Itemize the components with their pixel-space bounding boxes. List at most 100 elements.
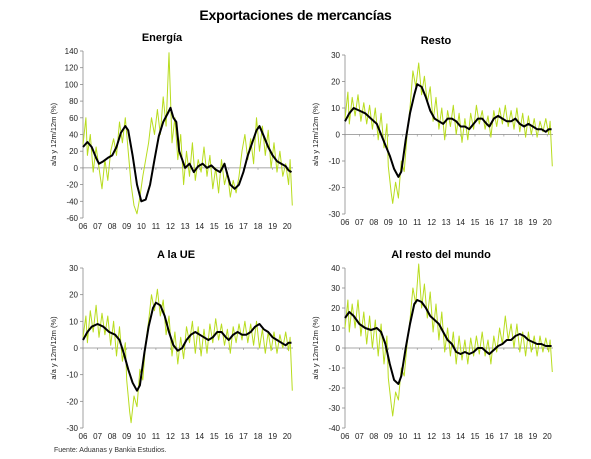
chart-panel-4: Al resto del mundo a/a y 12m/12m (%) 40 30 2…: [311, 249, 553, 441]
x-tick-label: 07: [355, 218, 364, 227]
x-tick-label: 07: [93, 222, 102, 231]
x-tick-label: 12: [427, 218, 436, 227]
y-tick-label: -30: [328, 404, 340, 413]
x-tick-label: 10: [137, 432, 146, 441]
series-line-monthly: [344, 62, 553, 204]
y-tick-label: 100: [65, 80, 79, 89]
x-tick-label: 18: [514, 432, 523, 441]
panel-title: Al resto del mundo: [391, 249, 491, 261]
y-tick-label: 20: [69, 291, 78, 300]
x-tick-label: 08: [108, 432, 117, 441]
y-tick-label: 10: [69, 317, 78, 326]
x-tick-label: 07: [93, 432, 102, 441]
y-tick-label: 0: [336, 344, 341, 353]
panel-title: Resto: [421, 35, 452, 47]
y-tick-label: -30: [328, 210, 340, 219]
x-tick-label: 20: [283, 222, 292, 231]
x-tick-label: 13: [181, 432, 190, 441]
x-tick-label: 15: [471, 218, 480, 227]
y-tick-label: 80: [69, 97, 78, 106]
series-line-trend: [82, 301, 292, 392]
x-tick-label: 08: [369, 432, 378, 441]
y-tick-label: 30: [69, 264, 78, 273]
series-line-trend: [344, 299, 552, 385]
x-tick-label: 09: [384, 218, 393, 227]
y-axis-label: a/a y 12m/12m (%): [311, 316, 320, 380]
y-tick-label: -10: [66, 371, 78, 380]
x-tick-label: 18: [254, 432, 263, 441]
y-tick-label: -20: [66, 397, 78, 406]
y-tick-label: 30: [331, 284, 340, 293]
x-tick-label: 12: [166, 222, 175, 231]
x-tick-label: 17: [239, 222, 248, 231]
x-tick-label: 07: [355, 432, 364, 441]
chart-panel-2: Resto a/a y 12m/12m (%) 30 20 10 0 -10 -20 -3006…: [311, 35, 553, 227]
y-tick-label: -10: [328, 364, 340, 373]
series-line-monthly: [82, 288, 293, 424]
x-tick-label: 16: [485, 218, 494, 227]
panel-title: A la UE: [157, 249, 195, 261]
x-tick-label: 20: [283, 432, 292, 441]
y-tick-label: 20: [331, 78, 340, 87]
y-tick-label: -60: [66, 214, 78, 223]
x-tick-label: 14: [456, 432, 465, 441]
x-tick-label: 17: [499, 218, 508, 227]
y-tick-label: 60: [69, 114, 78, 123]
x-tick-label: 06: [341, 432, 350, 441]
panel-title: Energía: [142, 32, 183, 44]
x-tick-label: 19: [268, 432, 277, 441]
x-tick-label: 10: [398, 218, 407, 227]
x-tick-label: 14: [456, 218, 465, 227]
x-tick-label: 06: [79, 432, 88, 441]
x-tick-label: 20: [543, 218, 552, 227]
y-tick-label: 10: [331, 104, 340, 113]
x-tick-label: 13: [181, 222, 190, 231]
main-title: Exportaciones de mercancías: [199, 7, 392, 23]
y-tick-label: -10: [328, 157, 340, 166]
x-tick-label: 18: [254, 222, 263, 231]
x-tick-label: 14: [195, 432, 204, 441]
y-tick-label: 20: [331, 304, 340, 313]
x-tick-label: 13: [442, 218, 451, 227]
chart-panel-3: A la UE a/a y 12m/12m (%) 30 20 10 0 -10 -20 -30…: [49, 249, 293, 441]
x-tick-label: 10: [137, 222, 146, 231]
y-tick-label: -40: [328, 424, 340, 433]
series-line-monthly: [344, 263, 553, 417]
y-tick-label: 10: [331, 324, 340, 333]
x-tick-label: 09: [384, 432, 393, 441]
x-tick-label: 16: [224, 222, 233, 231]
x-tick-label: 11: [413, 432, 422, 441]
x-tick-label: 19: [528, 218, 537, 227]
y-tick-label: 0: [74, 344, 79, 353]
y-tick-label: 0: [74, 164, 79, 173]
x-tick-label: 08: [108, 222, 117, 231]
x-tick-label: 16: [485, 432, 494, 441]
x-tick-label: 12: [166, 432, 175, 441]
x-tick-label: 08: [369, 218, 378, 227]
y-tick-label: 30: [331, 51, 340, 60]
x-tick-label: 16: [224, 432, 233, 441]
x-tick-label: 11: [152, 222, 161, 231]
y-tick-label: -20: [66, 181, 78, 190]
x-tick-label: 17: [239, 432, 248, 441]
x-tick-label: 15: [210, 222, 219, 231]
y-axis-label: a/a y 12m/12m (%): [49, 102, 58, 166]
x-tick-label: 11: [152, 432, 161, 441]
series-line-trend: [344, 83, 552, 178]
x-tick-label: 12: [427, 432, 436, 441]
x-tick-label: 11: [413, 218, 422, 227]
y-tick-label: -30: [66, 424, 78, 433]
y-tick-label: 40: [331, 264, 340, 273]
y-tick-label: 40: [69, 131, 78, 140]
x-tick-label: 19: [268, 222, 277, 231]
x-tick-label: 09: [122, 222, 131, 231]
x-tick-label: 13: [442, 432, 451, 441]
y-tick-label: 0: [336, 131, 341, 140]
x-tick-label: 14: [195, 222, 204, 231]
series-line-monthly: [82, 52, 293, 215]
x-tick-label: 17: [499, 432, 508, 441]
x-tick-label: 06: [341, 218, 350, 227]
x-tick-label: 15: [210, 432, 219, 441]
